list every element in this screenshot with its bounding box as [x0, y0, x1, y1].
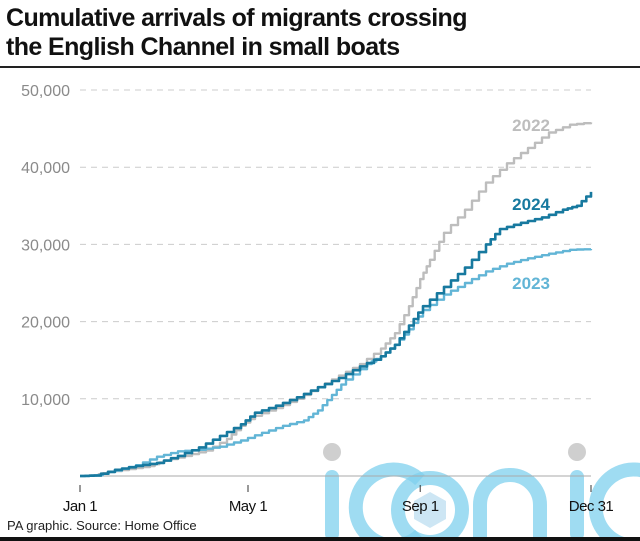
y-tick-label: 20,000 [21, 315, 70, 332]
x-tick-label: Sep 1 [402, 498, 439, 515]
watermark-letter-c2 [588, 462, 640, 541]
series-line-2022 [80, 122, 593, 478]
title-line-2: the English Channel in small boats [6, 33, 400, 61]
series-lines [80, 122, 593, 478]
series-label-2023: 2023 [512, 274, 550, 293]
watermark-letter-o [391, 471, 469, 541]
watermark [323, 443, 640, 541]
watermark-letter-i1 [325, 470, 339, 541]
series-line-2023 [80, 248, 593, 478]
series-line-2024 [80, 191, 593, 478]
y-tick-label: 30,000 [21, 237, 70, 254]
series-labels: 2022 2024 2023 [512, 116, 550, 293]
title-line-1: Cumulative arrivals of migrants crossing [6, 4, 467, 32]
y-tick-label: 50,000 [21, 83, 70, 100]
watermark-letter-i2 [570, 470, 584, 541]
watermark-dot-2 [568, 443, 586, 461]
watermark-letter-c1 [348, 462, 425, 541]
chart-title: Cumulative arrivals of migrants crossing… [6, 4, 467, 62]
series-label-2022: 2022 [512, 116, 550, 135]
watermark-letter-n [473, 468, 547, 541]
y-tick-label: 40,000 [21, 160, 70, 177]
watermark-hexagon [414, 492, 446, 528]
x-tick-label: Dec 31 [569, 498, 614, 515]
grid-lines [80, 89, 591, 400]
bottom-divider [0, 537, 640, 541]
x-tick-label: Jan 1 [63, 498, 97, 515]
x-tick-label: May 1 [229, 498, 268, 515]
watermark-dot-1 [323, 443, 341, 461]
title-divider [0, 66, 640, 68]
series-label-2024: 2024 [512, 195, 550, 214]
y-axis-labels: 10,000 20,000 30,000 40,000 50,000 [21, 83, 70, 409]
y-tick-label: 10,000 [21, 392, 70, 409]
source-note: PA graphic. Source: Home Office [7, 518, 197, 533]
x-axis: Jan 1 May 1 Sep 1 Dec 31 [63, 475, 614, 515]
